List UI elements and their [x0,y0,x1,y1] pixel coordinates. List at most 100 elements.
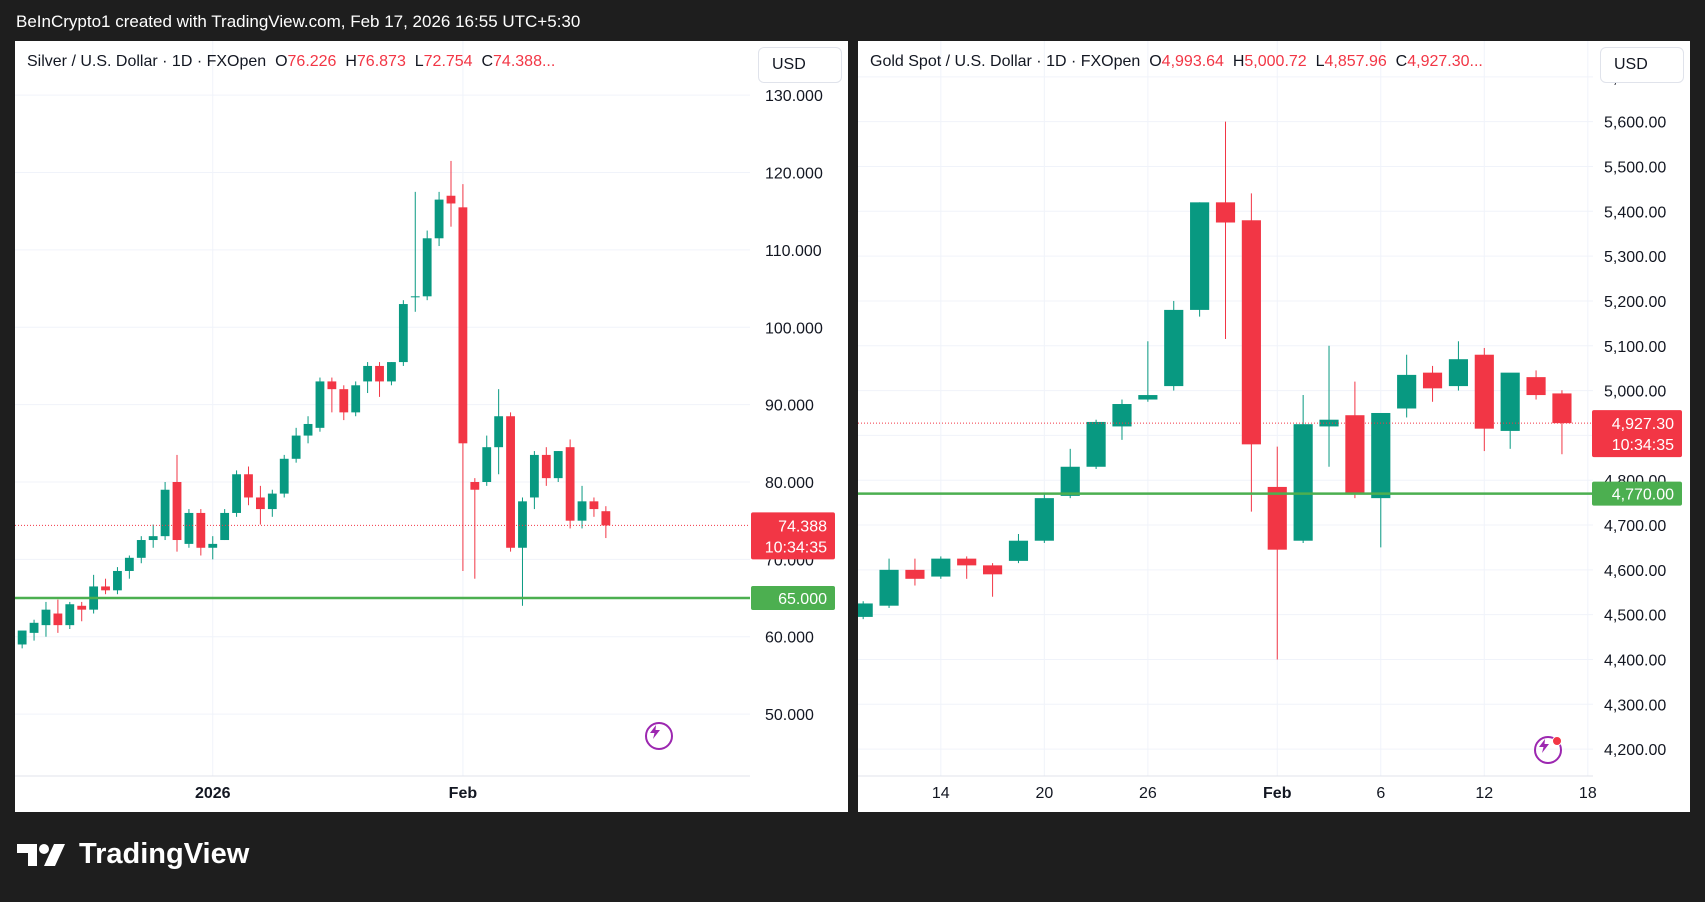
candle-body [65,604,75,626]
y-tick-label: 60.000 [765,630,814,647]
candle-body [363,365,373,382]
candle-body [1474,354,1494,429]
y-tick-label: 130.000 [765,88,823,105]
candle-body [208,543,218,548]
candle-body [244,474,253,498]
candle-body [29,622,39,633]
candle-body [303,423,313,436]
tradingview-logo[interactable]: TradingView [17,838,249,871]
candle-body [957,558,977,566]
y-tick-label: 4,700.00 [1604,518,1666,535]
support-label: 4,770.00 [1612,487,1674,504]
candle-body [267,493,277,510]
gold-chart-svg[interactable]: 4,200.00 4,300.00 4,400.00 4,500.00 4,600.00… [858,41,1690,812]
countdown-label: 10:34:35 [1612,437,1674,454]
silver-close-key: C [481,53,494,70]
candle-body [77,605,87,610]
silver-high-key: H [345,53,357,70]
y-tick-label: 90.000 [765,398,814,415]
candle-body [1422,372,1443,389]
candle-body [315,381,325,428]
gold-low-key: L [1315,53,1325,70]
candle-body [41,609,51,626]
gold-high-value: 5,000.72 [1244,53,1307,70]
candle-body [410,296,420,298]
x-tick-label: 6 [1376,785,1385,802]
candle-body [482,447,492,482]
candle-body [470,482,480,490]
candle-body [434,199,444,239]
candle-body [1086,421,1106,467]
candle-body [601,511,611,526]
candle-body [983,565,1003,575]
silver-chart-svg[interactable]: 50.00060.00070.00080.00090.000100.000110… [15,41,848,812]
y-tick-label: 5,200.00 [1604,294,1666,311]
x-tick-label: 18 [1579,785,1597,802]
candle-body [1215,202,1236,223]
silver-chart-panel[interactable]: 50.000 60.000 70.000 80.000 90.000 100.000 110… [15,41,848,812]
candle-body [101,586,110,591]
candle-body [1500,372,1520,431]
tradingview-logo-icon [17,843,65,866]
silver-currency-selector[interactable]: USD [758,47,842,83]
candle-body [1138,395,1158,400]
candle-body [446,195,456,204]
silver-symbol: Silver / U.S. Dollar · 1D · FXOpen [27,53,267,70]
candle-body [232,474,241,513]
candle-body [1552,393,1572,424]
y-tick-label: 80.000 [765,475,814,492]
candle-body [541,454,551,479]
candle-body [553,451,563,479]
silver-high-value: 76.873 [356,53,406,70]
y-tick-label: 5,300.00 [1604,249,1666,266]
notification-dot-icon [1552,736,1562,746]
countdown-label: 10:34:35 [765,539,827,556]
candle-body [387,362,396,382]
candle-body [196,512,206,548]
candle-body [279,458,289,494]
y-tick-label: 50.000 [765,707,814,724]
candle-body [53,613,63,626]
candle-body [1008,540,1029,561]
gold-high-key: H [1232,53,1245,70]
gold-close-value: 4,927.30... [1407,53,1483,70]
candle-body [1371,412,1391,499]
candle-body [422,238,432,297]
candle-body [1293,424,1313,541]
x-tick-label: 26 [1139,785,1157,802]
candle-body [1397,374,1417,409]
candle-body [136,540,146,558]
silver-open-value: 76.226 [287,53,337,70]
candle-body [529,454,539,498]
y-tick-label: 5,600.00 [1604,115,1666,132]
gold-low-value: 4,857.96 [1324,53,1387,70]
silver-close-value: 74.388... [493,53,556,70]
gold-chart-panel[interactable]: 4,200.00 4,300.00 4,400.00 4,500.00 4,600.00… [858,41,1690,812]
silver-open-key: O [275,53,288,70]
support-label-box [1592,481,1682,506]
silver-low-value: 72.754 [423,53,473,70]
y-tick-label: 4,400.00 [1604,652,1666,669]
candle-body [577,501,587,521]
candle-body [17,630,27,645]
last-price-label: 74.388 [778,518,827,535]
y-tick-label: 5,100.00 [1604,339,1666,356]
candle-body [518,501,527,548]
gold-currency-selector[interactable]: USD [1600,47,1684,83]
x-tick-label: 2026 [195,785,231,802]
silver-lightning-icon[interactable] [645,722,673,750]
tradingview-brand-text: TradingView [79,838,250,870]
y-tick-label: 4,600.00 [1604,563,1666,580]
candle-body [458,207,468,444]
last-price-label: 4,927.30 [1612,416,1674,433]
y-tick-label: 4,200.00 [1604,742,1666,759]
lightning-glyph-icon [650,725,660,739]
gold-legend: Gold Spot / U.S. Dollar · 1D · FXOpen O4… [870,53,1483,71]
candle-body [1060,466,1080,496]
candle-body [327,381,337,390]
candle-body [931,558,951,577]
y-tick-label: 4,300.00 [1604,697,1666,714]
candle-body [1164,309,1184,387]
gold-lightning-icon[interactable] [1534,736,1562,764]
lightning-glyph-icon [1539,739,1549,753]
